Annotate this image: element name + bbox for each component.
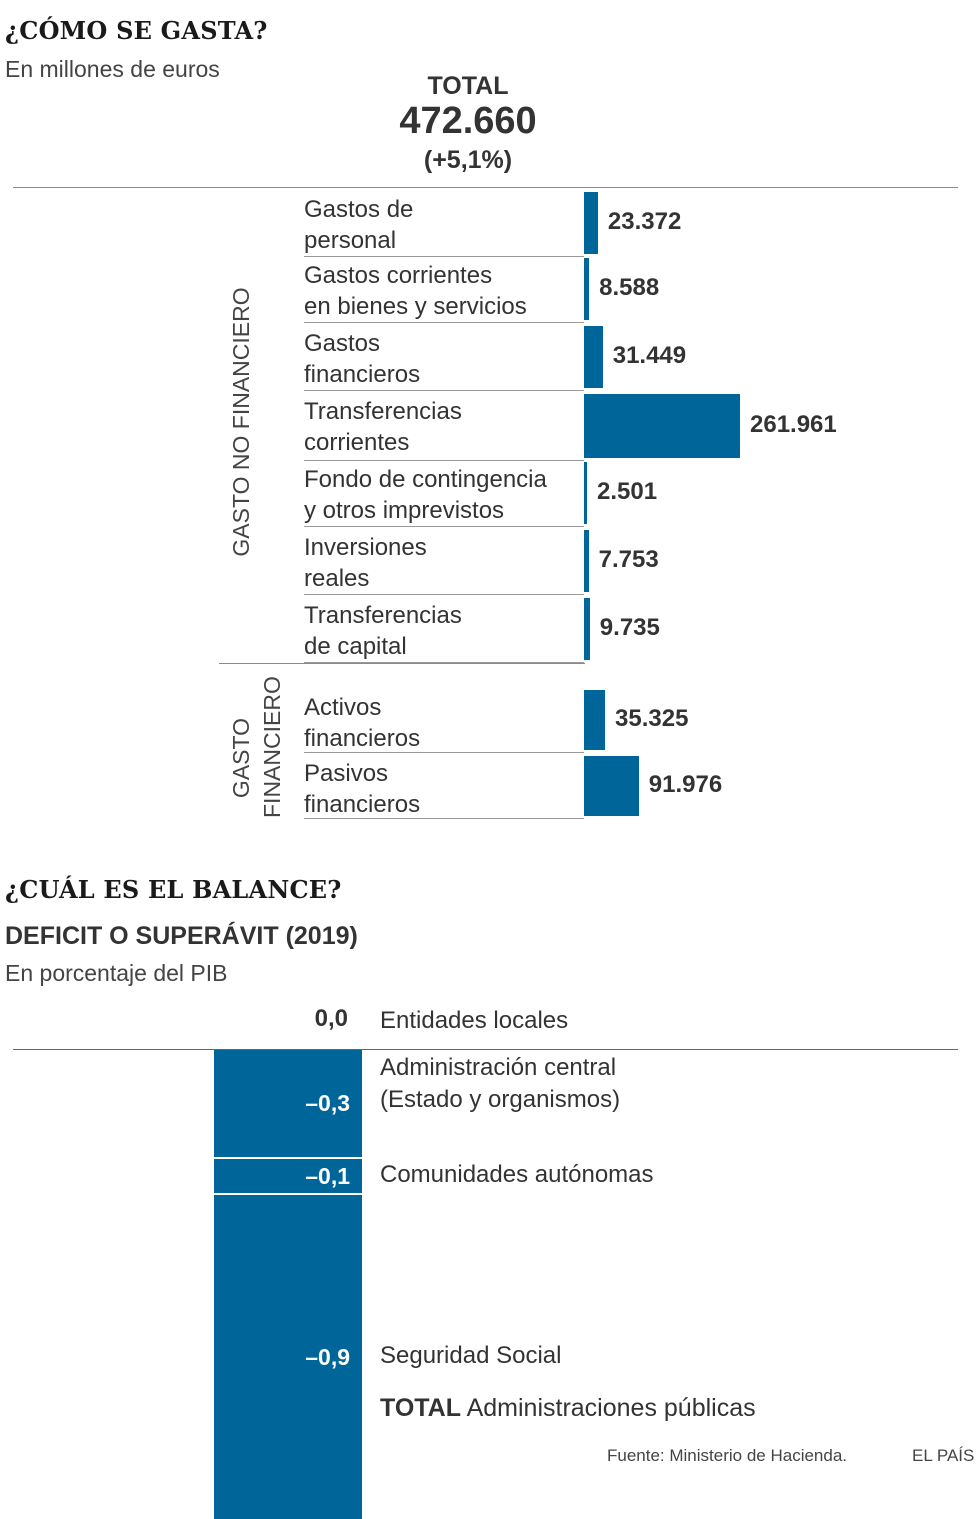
category-label-line: corrientes [304,429,410,456]
group-label-financiero-text: GASTO FINANCIERO [228,676,285,818]
category-label-line: Pasivos [304,760,389,787]
category-label-line: en bienes y servicios [304,293,527,320]
spending-bar [584,258,590,320]
brand: EL PAÍS [912,1446,975,1465]
spending-bar [584,756,639,816]
category-label-line: financieros [304,725,421,752]
category-label: Inversiones reales [304,532,584,594]
balance-value-label: –0,1 [305,1162,350,1189]
balance-category-label-line: Comunidades autónomas [380,1160,654,1188]
spending-bar [584,326,603,388]
balance-total-label-text: Administraciones públicas [466,1394,756,1422]
category-label-line: financieros [304,791,421,818]
spending-bar [584,462,587,524]
balance-category-label-line: (Estado y organismos) [380,1086,621,1113]
total-value: 472.660 [399,100,537,142]
category-label: Gastos corrientes en bienes y servicios [304,260,584,322]
row-separator [304,390,584,391]
category-label-line: de capital [304,633,407,660]
balance-category-label-line: Seguridad Social [380,1341,562,1369]
row-separator [304,752,584,753]
source-note: Fuente: Ministerio de Hacienda. [607,1446,848,1465]
spending-bar [584,394,740,458]
category-label-line: y otros imprevistos [304,497,505,524]
spending-value-label: 31.449 [612,342,687,369]
category-label: Transferencias de capital [304,600,584,662]
category-label: Gastos financieros [304,328,584,390]
category-label-line: personal [304,227,397,254]
spending-bar [584,690,606,750]
category-label-line: Gastos de [304,196,414,223]
balance-value-label: –0,3 [305,1090,350,1117]
spending-value-label: 261.961 [750,411,837,438]
group-label-financiero: GASTO FINANCIERO [226,676,288,838]
spending-value-label: 7.753 [598,546,659,573]
category-label: Gastos de personal [304,194,584,256]
section1-subtitle: En millones de euros [5,56,220,82]
category-label: Transferencias corrientes [304,396,584,458]
row-separator [304,256,584,257]
total-label: TOTAL [427,72,509,100]
top-divider [13,187,958,188]
category-label-line: Fondo de contingencia [304,466,547,493]
balance-bar [214,1158,362,1193]
category-label-line: Gastos [304,330,381,357]
spending-value-label: 2.501 [597,478,658,505]
balance-category-label: Seguridad Social [380,1340,561,1372]
balance-category-label: Entidades locales [380,1007,569,1034]
category-label-line: Transferencias [304,602,462,629]
section2-title: ¿CUÁL ES EL BALANCE? [5,875,342,904]
balance-category-label: Administración central (Estado y organism… [380,1052,620,1116]
group-divider [219,663,585,664]
balance-total-value: –1,3 [278,1386,349,1428]
balance-total-label-bold: TOTAL [380,1394,462,1422]
balance-category-label-line: Administración central [380,1054,617,1081]
balance-value-label: 0,0 [314,1005,348,1032]
spending-value-label: 35.325 [615,705,689,732]
balance-total-label: TOTAL Administraciones públicas [380,1394,756,1423]
spending-value-label: 9.735 [599,614,660,641]
section2-subtitle: En porcentaje del PIB [5,960,228,986]
category-label: Pasivos financieros [304,758,584,820]
balance-bar [214,1194,362,1519]
category-label-line: financieros [304,361,421,388]
spending-value-label: 23.372 [607,208,682,235]
group-label-no-financiero: GASTO NO FINANCIERO [228,287,254,557]
balance-bar [214,1050,362,1157]
spending-value-label: 91.976 [648,771,723,798]
category-label-line: Transferencias [304,398,462,425]
row-separator [304,460,584,461]
category-label-line: Activos [304,694,382,721]
category-label-line: Inversiones [304,534,427,561]
category-label: Fondo de contingencia y otros imprevistos [304,464,584,526]
row-separator [304,662,584,663]
row-separator [304,526,584,527]
category-label-line: Gastos corrientes [304,262,493,289]
section1-title: ¿CÓMO SE GASTA? [5,16,268,45]
spending-value-label: 8.588 [599,274,660,301]
row-separator [304,818,584,819]
spending-bar [584,530,589,592]
balance-category-label: Comunidades autónomas [380,1159,654,1191]
total-change: (+5,1%) [423,146,513,174]
category-label-line: reales [304,565,370,592]
spending-bar [584,192,598,254]
spending-bar [584,598,590,660]
balance-value-label: –0,9 [305,1343,350,1370]
balance-zero-line [13,1049,958,1050]
category-label: Activos financieros [304,692,584,754]
row-separator [304,322,584,323]
row-separator [304,594,584,595]
balance-chart-title: DEFICIT O SUPERÁVIT (2019) [5,922,358,950]
